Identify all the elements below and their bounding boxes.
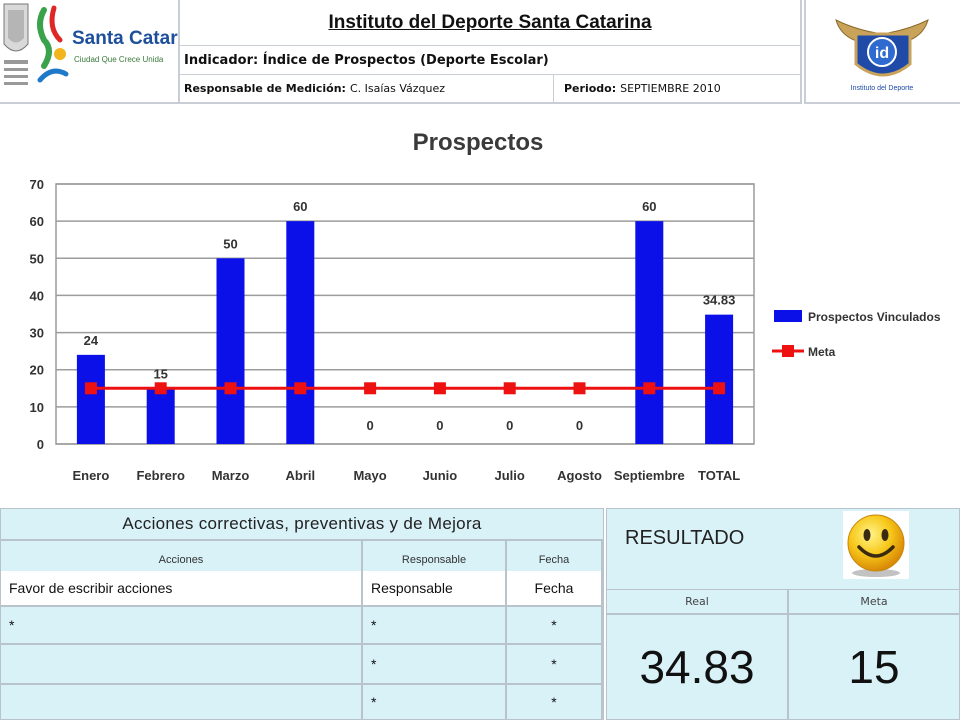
meta-value: 15	[848, 641, 900, 693]
meta-marker	[433, 382, 446, 395]
bar	[286, 221, 315, 444]
periodo-value: SEPTIEMBRE 2010	[620, 82, 721, 95]
bar	[146, 388, 175, 444]
smiley-face-icon	[843, 511, 909, 579]
bar	[635, 221, 664, 444]
data-label: 60	[642, 199, 656, 214]
santa-catarina-logo: Santa Catarina Ciudad Que Crece Unida	[0, 0, 205, 104]
accion-cell[interactable]	[1, 685, 363, 719]
eagle-emblem-icon	[835, 19, 929, 77]
legend-swatch-prospectos	[774, 310, 802, 322]
responsable-cell[interactable]: *	[363, 607, 507, 643]
fecha-cell[interactable]: *	[507, 685, 603, 719]
meta-marker	[643, 382, 656, 395]
x-tick-label: Junio	[423, 468, 458, 483]
real-value: 34.83	[607, 615, 789, 719]
table-row: * *	[1, 645, 603, 685]
table-row: * * *	[1, 607, 603, 645]
data-label: 24	[84, 333, 99, 348]
meta-marker	[503, 382, 516, 395]
data-label: 0	[576, 418, 583, 433]
meta-marker	[294, 382, 307, 395]
data-label: 60	[293, 199, 307, 214]
svg-text:id: id	[875, 45, 889, 62]
periodo-label: Periodo:	[564, 82, 617, 95]
meta-marker	[84, 382, 97, 395]
x-tick-label: Mayo	[353, 468, 386, 483]
coat-of-arms-icon	[3, 3, 29, 85]
bar	[76, 354, 105, 444]
fecha-cell[interactable]: Fecha	[507, 571, 603, 605]
responsable-cell[interactable]: *	[363, 685, 507, 719]
meta-marker	[364, 382, 377, 395]
x-tick-label: Agosto	[557, 468, 602, 483]
y-tick-label: 40	[30, 288, 44, 303]
meta-marker	[154, 382, 167, 395]
legend-label-meta: Meta	[808, 345, 836, 359]
data-label: 0	[436, 418, 443, 433]
y-tick-label: 10	[30, 400, 44, 415]
data-label: 0	[366, 418, 373, 433]
bar	[216, 258, 245, 444]
accion-cell[interactable]: *	[1, 607, 363, 643]
x-tick-label: Septiembre	[614, 468, 685, 483]
responsable-label: Responsable de Medición:	[184, 82, 346, 95]
y-tick-label: 50	[30, 251, 44, 266]
svg-text:Santa Catarina: Santa Catarina	[72, 28, 178, 49]
data-label: 15	[153, 366, 167, 381]
periodo-field: Periodo: SEPTIEMBRE 2010	[554, 75, 802, 104]
prospectos-chart: Prospectos 0 10 20 30 40 50 60 70 24 15 50 60 0 0 0 0 60 3…	[0, 112, 960, 490]
header-info: Instituto del Deporte Santa Catarina Ind…	[180, 0, 804, 104]
y-tick-label: 70	[30, 177, 44, 192]
data-label: 0	[506, 418, 513, 433]
real-label: Real	[607, 589, 789, 615]
y-tick-label: 0	[37, 437, 44, 452]
y-tick-label: 30	[30, 326, 44, 341]
acciones-table: Acciones correctivas, preventivas y de M…	[0, 508, 604, 720]
page-title: Instituto del Deporte Santa Catarina	[180, 0, 802, 46]
meta-label: Meta	[789, 589, 959, 615]
data-label: 50	[223, 236, 237, 251]
x-tick-label: Febrero	[136, 468, 184, 483]
chart-svg: Prospectos 0 10 20 30 40 50 60 70 24 15 50 60 0 0 0 0 60 3…	[30, 129, 941, 483]
x-tick-label: TOTAL	[698, 468, 740, 483]
meta-marker	[573, 382, 586, 395]
table-row: Favor de escribir acciones Responsable F…	[1, 571, 603, 607]
instituto-deporte-logo: id Instituto del Deporte	[804, 0, 960, 104]
x-tick-label: Enero	[72, 468, 109, 483]
x-tick-label: Julio	[495, 468, 525, 483]
responsable-cell[interactable]: Responsable	[363, 571, 507, 605]
table-row: * *	[1, 685, 603, 719]
chart-title: Prospectos	[413, 129, 544, 156]
accion-cell[interactable]: Favor de escribir acciones	[1, 571, 363, 605]
santa-catarina-mark-icon	[37, 5, 69, 83]
indicator-label: Indicador: Índice de Prospectos (Deporte…	[180, 46, 802, 75]
svg-text:Instituto del Deporte: Instituto del Deporte	[851, 85, 914, 92]
y-tick-label: 20	[30, 363, 44, 378]
fecha-cell[interactable]: *	[507, 607, 603, 643]
x-tick-label: Marzo	[212, 468, 250, 483]
resultado-panel: RESULTADO Real Meta 34.83 15	[606, 508, 960, 720]
responsable-field: Responsable de Medición: C. Isaías Vázqu…	[180, 75, 554, 104]
acciones-title: Acciones correctivas, preventivas y de M…	[1, 509, 603, 541]
bar	[705, 314, 734, 444]
fecha-cell[interactable]: *	[507, 645, 603, 683]
legend-label-prospectos: Prospectos Vinculados	[808, 310, 941, 324]
y-tick-label: 60	[30, 214, 44, 229]
x-tick-label: Abril	[285, 468, 315, 483]
legend-marker-meta	[782, 345, 794, 357]
responsable-value: C. Isaías Vázquez	[349, 82, 446, 95]
meta-marker	[224, 382, 237, 395]
data-label: 34.83	[703, 293, 736, 308]
accion-cell[interactable]	[1, 645, 363, 683]
meta-marker	[713, 382, 726, 395]
resultado-title: RESULTADO	[625, 527, 745, 549]
responsable-cell[interactable]: *	[363, 645, 507, 683]
svg-text:Ciudad Que Crece Unida: Ciudad Que Crece Unida	[74, 55, 164, 64]
